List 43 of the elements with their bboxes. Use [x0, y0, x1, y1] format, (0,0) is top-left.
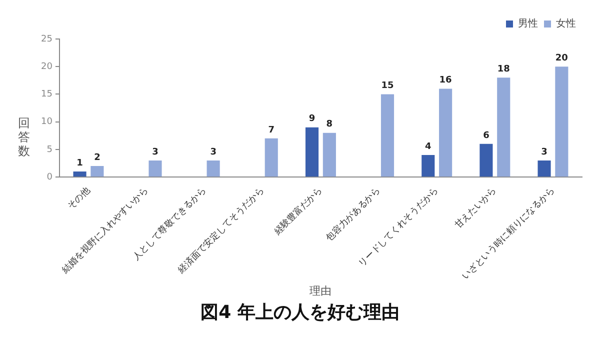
text: 図4 年上の人を好む理由 [200, 301, 400, 324]
data-label: 7 [268, 125, 275, 136]
x-tick-label: その他 [65, 184, 92, 212]
x-tick-label: 包容力があるから [324, 184, 383, 244]
y-tick-label: 10 [41, 117, 53, 128]
bar [264, 138, 278, 177]
bar [555, 66, 568, 177]
data-label: 1 [76, 158, 83, 168]
bar [538, 160, 551, 177]
x-axis-title: 理由 [310, 284, 332, 298]
data-label: 18 [497, 64, 510, 75]
x-tick-label: 甘えたいから [452, 184, 499, 231]
y-tick-label: 20 [41, 62, 53, 72]
bar [90, 166, 104, 177]
data-label: 3 [210, 147, 216, 158]
data-label: 3 [541, 147, 548, 158]
bar [148, 160, 162, 177]
x-tick-label: 経験豊富だから [271, 184, 325, 238]
data-label: 2 [94, 152, 100, 163]
data-label: 8 [326, 120, 333, 130]
bar [380, 94, 394, 177]
bar [322, 132, 336, 177]
data-label: 6 [483, 130, 490, 141]
bar [305, 127, 319, 177]
y-tick-label: 0 [46, 172, 53, 182]
legend-label: 男性 [518, 18, 538, 30]
data-label: 20 [555, 53, 568, 64]
bar [439, 88, 452, 177]
data-label: 16 [439, 76, 452, 86]
y-tick-label: 25 [41, 34, 52, 44]
data-label: 4 [425, 142, 432, 152]
bar [206, 160, 220, 177]
bar [480, 144, 493, 177]
bar [73, 172, 86, 177]
bar [422, 154, 435, 177]
y-tick-label: 5 [46, 144, 52, 155]
bar [497, 78, 510, 177]
data-label: 9 [308, 114, 316, 124]
data-label: 15 [381, 81, 394, 92]
legend-label: 女性 [556, 18, 576, 30]
y-axis-title: 回答数 [18, 116, 31, 158]
data-label: 3 [152, 147, 158, 158]
y-tick-label: 15 [41, 90, 52, 100]
